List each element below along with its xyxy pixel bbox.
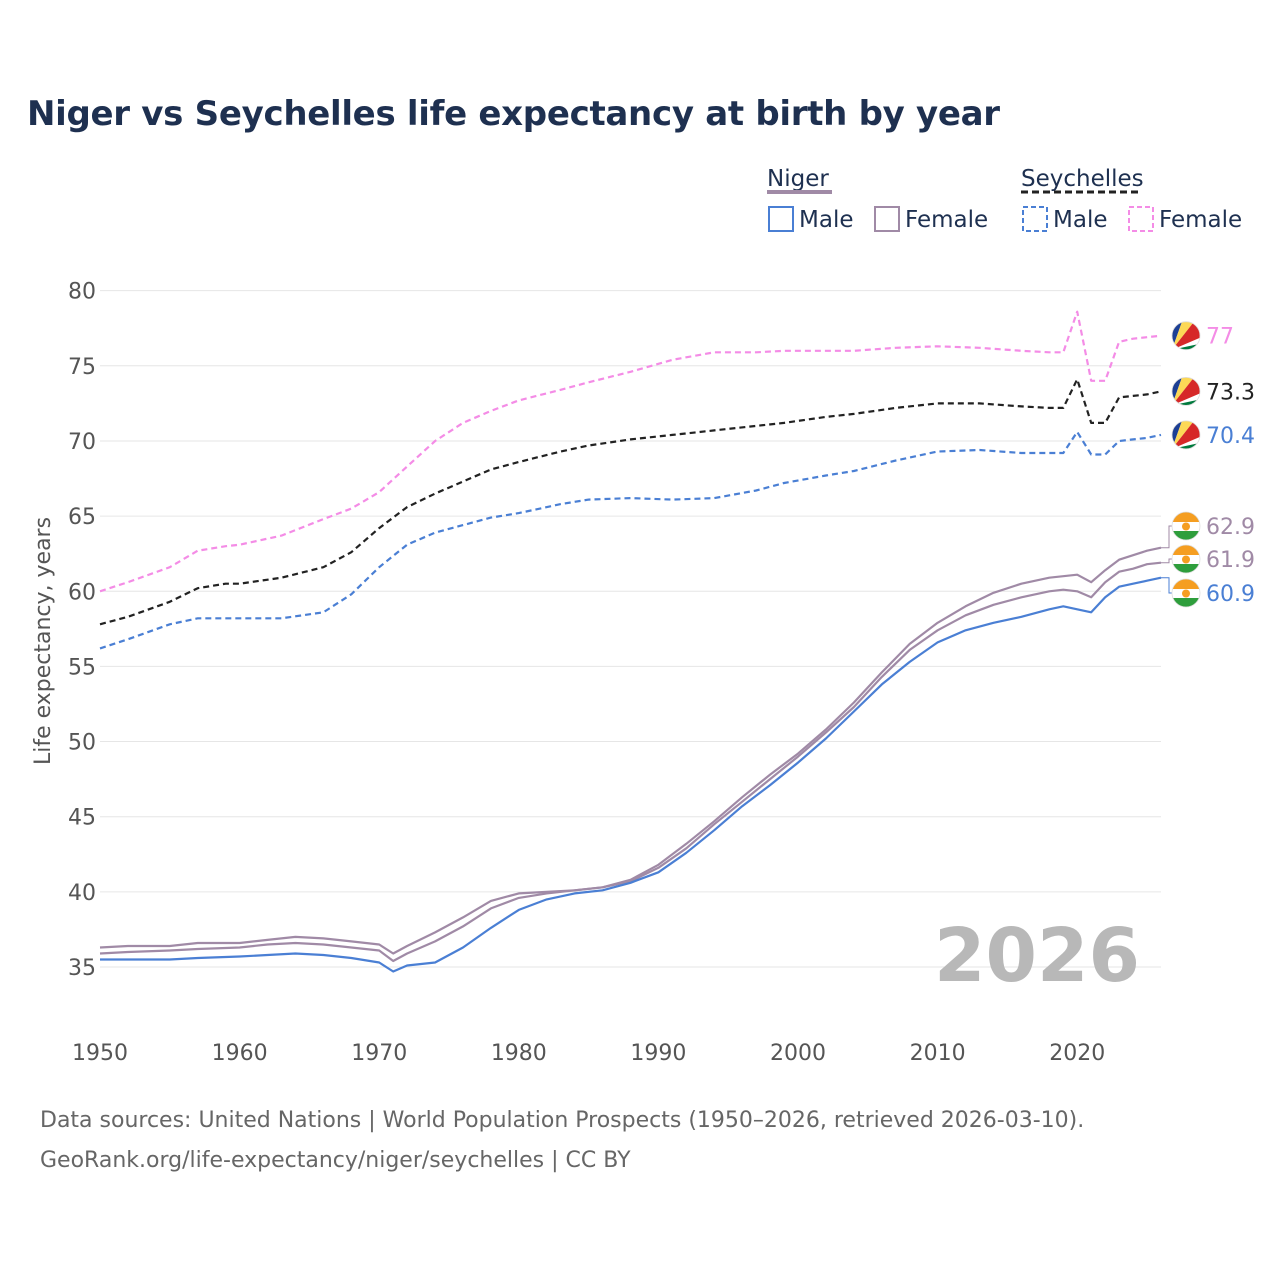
end-value-label: 73.3 xyxy=(1206,380,1255,405)
legend-swatch-niger-male xyxy=(768,206,794,232)
series-lines xyxy=(99,310,1162,973)
legend-label-seychelles-female: Female xyxy=(1159,207,1242,233)
y-tick-label: 75 xyxy=(68,355,96,380)
x-tick-label: 2000 xyxy=(770,1041,826,1066)
x-tick-label: 1950 xyxy=(72,1041,128,1066)
x-tick-label: 1960 xyxy=(212,1041,268,1066)
series-line-niger-female xyxy=(99,546,1162,955)
y-tick-label: 35 xyxy=(68,956,96,981)
end-value-label: 61.9 xyxy=(1206,548,1255,573)
legend-swatch-niger-female xyxy=(874,206,900,232)
series-line-seychelles-female xyxy=(99,310,1162,593)
niger-flag-icon xyxy=(1171,578,1201,608)
niger-flag-icon xyxy=(1171,511,1201,541)
legend-swatch-seychelles-female xyxy=(1128,206,1154,232)
end-value-label: 70.4 xyxy=(1206,424,1255,449)
x-tick-label: 1980 xyxy=(491,1041,547,1066)
legend-label-niger-male: Male xyxy=(799,207,853,233)
y-tick-label: 40 xyxy=(68,881,96,906)
seychelles-flag-icon xyxy=(1171,420,1201,450)
end-value-label: 62.9 xyxy=(1206,515,1255,540)
y-tick-label: 70 xyxy=(68,430,96,455)
end-labels: 77 73.3 70.4 62.9 61.9 60.9 xyxy=(1161,321,1255,608)
x-tick-label: 2020 xyxy=(1049,1041,1105,1066)
legend-label-niger-female: Female xyxy=(905,207,988,233)
end-value-label: 60.9 xyxy=(1206,582,1255,607)
x-axis: 1950 1960 1970 1980 1990 2000 2010 2020 xyxy=(72,1041,1105,1066)
series-line-seychelles-male xyxy=(99,430,1162,650)
y-tick-label: 55 xyxy=(68,655,96,680)
y-tick-label: 50 xyxy=(68,731,96,756)
y-tick-label: 80 xyxy=(68,280,96,305)
legend-label-seychelles-male: Male xyxy=(1053,207,1107,233)
x-tick-label: 1970 xyxy=(351,1041,407,1066)
legend-group-title: Seychelles xyxy=(1021,166,1144,192)
legend-group-niger: Niger Male Female xyxy=(767,166,988,233)
gridlines xyxy=(100,290,1161,968)
niger-flag-icon xyxy=(1171,544,1201,574)
y-tick-label: 45 xyxy=(68,806,96,831)
y-axis-label: Life expectancy, years xyxy=(31,517,56,765)
x-tick-label: 2010 xyxy=(910,1041,966,1066)
y-axis: 35 40 45 50 55 60 65 70 75 80 xyxy=(68,280,96,981)
legend: Niger Male Female Seychelles Male Female xyxy=(767,166,1242,233)
seychelles-flag-icon xyxy=(1171,376,1201,406)
end-value-label: 77 xyxy=(1206,325,1234,350)
data-source-note: Data sources: United Nations | World Pop… xyxy=(40,1108,1085,1133)
y-tick-label: 65 xyxy=(68,505,96,530)
chart-title: Niger vs Seychelles life expectancy at b… xyxy=(27,94,1000,134)
year-watermark: 2026 xyxy=(934,913,1140,999)
legend-swatch-seychelles-male xyxy=(1022,206,1048,232)
legend-group-title: Niger xyxy=(767,166,829,192)
credit-note: GeoRank.org/life-expectancy/niger/seyche… xyxy=(40,1148,631,1173)
series-line-niger-both-sexes xyxy=(99,561,1162,963)
legend-group-seychelles: Seychelles Male Female xyxy=(1021,166,1242,233)
series-line-seychelles-both-sexes xyxy=(99,378,1162,626)
seychelles-flag-icon xyxy=(1171,321,1201,351)
series-line-niger-male xyxy=(100,576,1162,973)
y-tick-label: 60 xyxy=(68,580,96,605)
x-tick-label: 1990 xyxy=(630,1041,686,1066)
